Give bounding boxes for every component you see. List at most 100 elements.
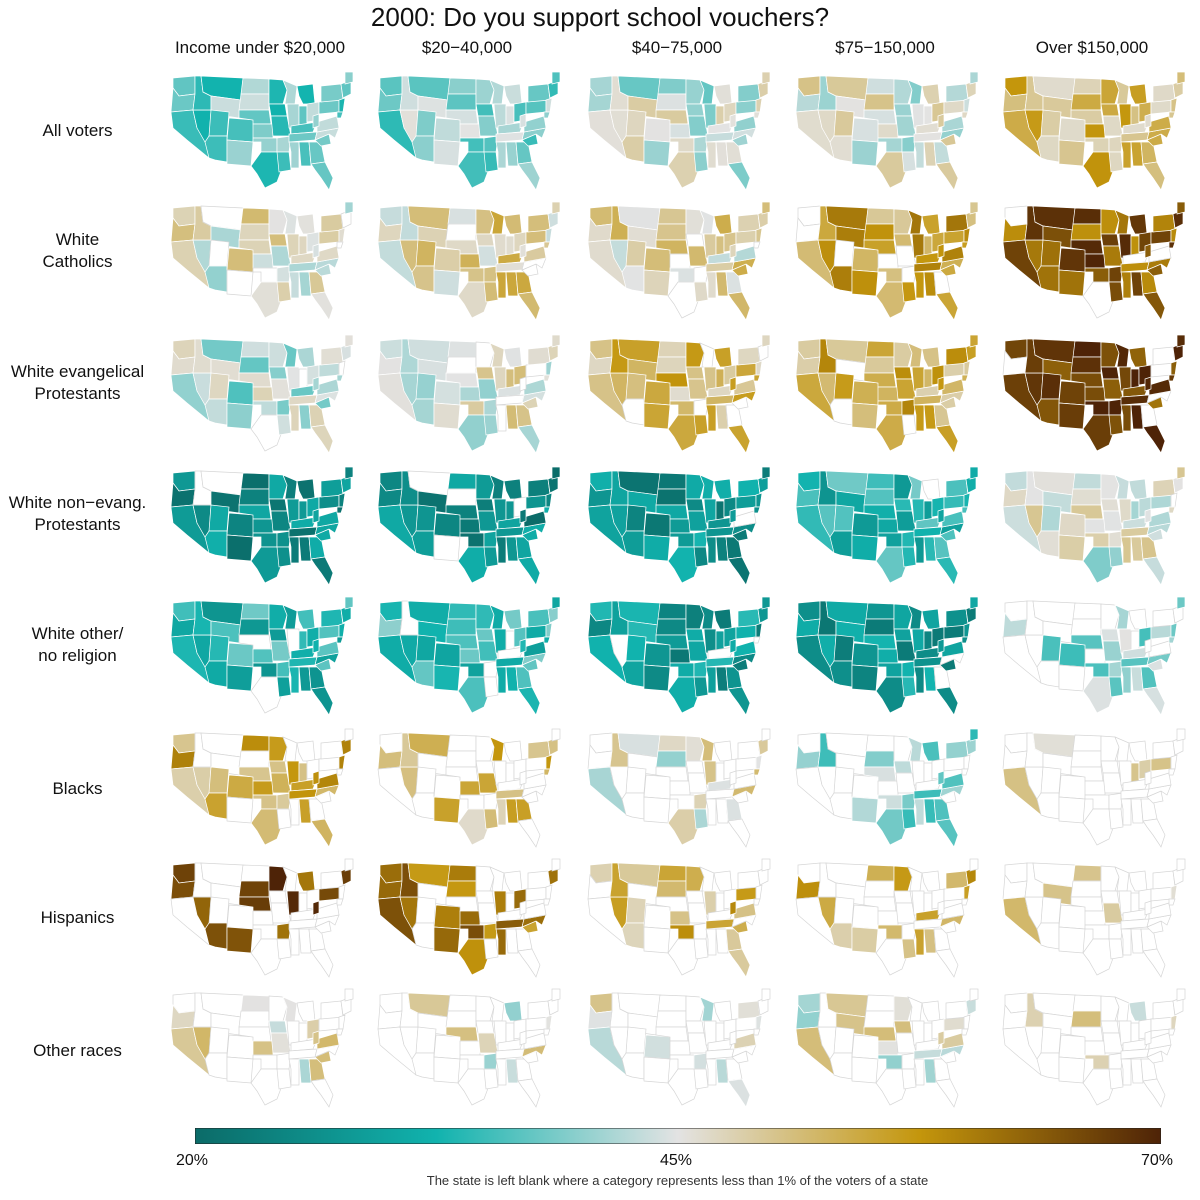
state-shape bbox=[445, 223, 477, 241]
state-shape bbox=[433, 380, 463, 406]
state-shape bbox=[875, 414, 909, 452]
map-row3-col5 bbox=[997, 333, 1187, 458]
state-shape bbox=[551, 334, 561, 348]
state-shape bbox=[961, 506, 969, 514]
state-shape bbox=[527, 870, 551, 890]
state-shape bbox=[937, 243, 945, 259]
state-shape bbox=[268, 341, 288, 368]
state-shape bbox=[693, 281, 709, 303]
state-shape bbox=[268, 628, 288, 642]
state-shape bbox=[923, 762, 933, 784]
state-shape bbox=[829, 398, 853, 426]
state-shape bbox=[1100, 628, 1120, 642]
state-shape bbox=[445, 93, 477, 111]
state-shape bbox=[338, 884, 346, 900]
state-shape bbox=[1100, 366, 1120, 380]
state-shape bbox=[733, 245, 757, 263]
state-shape bbox=[941, 640, 965, 658]
map-row4-col1 bbox=[165, 465, 355, 590]
state-shape bbox=[252, 1040, 274, 1056]
state-shape bbox=[268, 366, 288, 380]
state-shape bbox=[1176, 596, 1186, 610]
state-shape bbox=[338, 97, 346, 113]
state-shape bbox=[1070, 488, 1102, 506]
state-shape bbox=[288, 1048, 318, 1060]
state-shape bbox=[459, 518, 481, 534]
state-shape bbox=[1118, 103, 1132, 129]
state-shape bbox=[475, 890, 495, 904]
state-shape bbox=[937, 770, 945, 786]
state-shape bbox=[298, 928, 312, 954]
state-shape bbox=[415, 634, 437, 662]
state-shape bbox=[1072, 734, 1102, 752]
state-shape bbox=[729, 900, 737, 916]
state-shape bbox=[1120, 271, 1132, 299]
state-shape bbox=[505, 1022, 515, 1044]
state-shape bbox=[1128, 83, 1148, 105]
state-shape bbox=[923, 368, 933, 390]
state-shape bbox=[713, 83, 733, 105]
map-row2-col2 bbox=[372, 200, 562, 325]
state-shape bbox=[863, 618, 895, 636]
state-shape bbox=[523, 772, 547, 790]
state-shape bbox=[1168, 898, 1176, 906]
state-shape bbox=[503, 1000, 523, 1022]
state-shape bbox=[945, 870, 969, 890]
state-shape bbox=[545, 754, 553, 770]
state-shape bbox=[1144, 638, 1152, 654]
state-shape bbox=[1130, 630, 1140, 652]
state-shape bbox=[1036, 1052, 1060, 1080]
state-shape bbox=[252, 794, 278, 810]
state-shape bbox=[495, 141, 507, 169]
state-shape bbox=[250, 808, 284, 846]
state-shape bbox=[1084, 518, 1106, 534]
state-shape bbox=[240, 864, 270, 882]
state-shape bbox=[495, 666, 507, 694]
state-shape bbox=[893, 628, 913, 642]
state-shape bbox=[669, 910, 691, 926]
state-shape bbox=[495, 526, 525, 538]
state-shape bbox=[913, 666, 925, 694]
state-shape bbox=[415, 239, 437, 267]
state-shape bbox=[961, 1028, 969, 1036]
state-shape bbox=[543, 374, 551, 382]
state-shape bbox=[475, 473, 495, 500]
state-shape bbox=[1070, 1010, 1102, 1028]
state-shape bbox=[543, 898, 551, 906]
state-shape bbox=[252, 532, 278, 548]
map-row1-col4 bbox=[790, 70, 980, 195]
state-shape bbox=[875, 281, 909, 319]
state-shape bbox=[969, 71, 979, 85]
state-shape bbox=[945, 213, 969, 233]
state-shape bbox=[296, 346, 316, 368]
state-shape bbox=[643, 269, 671, 297]
state-shape bbox=[475, 233, 495, 247]
state-shape bbox=[703, 890, 717, 916]
row-label-line: White bbox=[55, 230, 100, 249]
state-shape bbox=[1100, 341, 1120, 368]
state-shape bbox=[913, 526, 943, 538]
map-row3-col3 bbox=[582, 333, 772, 458]
state-shape bbox=[288, 798, 300, 826]
state-shape bbox=[1058, 904, 1088, 930]
state-shape bbox=[1142, 948, 1166, 978]
column-header-3: $40−75,000 bbox=[631, 38, 723, 57]
state-shape bbox=[693, 1068, 709, 1090]
state-shape bbox=[1168, 111, 1176, 119]
state-shape bbox=[937, 376, 945, 392]
state-shape bbox=[913, 141, 925, 169]
state-shape bbox=[1144, 1030, 1152, 1046]
state-shape bbox=[1176, 858, 1186, 872]
state-shape bbox=[1084, 662, 1110, 678]
state-shape bbox=[226, 774, 256, 800]
state-shape bbox=[252, 267, 278, 283]
map-row8-col4 bbox=[790, 987, 980, 1112]
state-shape bbox=[204, 922, 228, 950]
state-shape bbox=[495, 1058, 507, 1086]
state-shape bbox=[865, 994, 895, 1012]
state-shape bbox=[657, 77, 687, 95]
state-shape bbox=[505, 762, 515, 784]
state-shape bbox=[893, 735, 913, 762]
state-shape bbox=[298, 404, 312, 430]
row-label-5: White other/no religion bbox=[0, 623, 155, 667]
